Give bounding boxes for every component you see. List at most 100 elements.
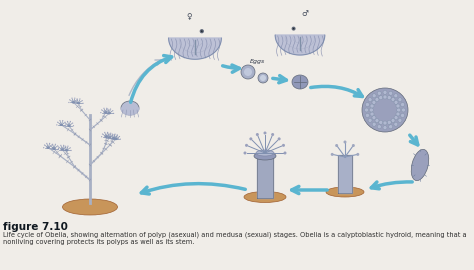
Ellipse shape <box>110 133 111 134</box>
Ellipse shape <box>352 144 355 147</box>
Ellipse shape <box>56 124 57 126</box>
Ellipse shape <box>110 136 111 137</box>
Ellipse shape <box>368 118 372 122</box>
Ellipse shape <box>120 139 121 140</box>
Text: ♂: ♂ <box>301 8 309 18</box>
Ellipse shape <box>365 113 369 117</box>
Ellipse shape <box>112 134 113 135</box>
Ellipse shape <box>292 27 296 31</box>
Ellipse shape <box>201 30 203 32</box>
Ellipse shape <box>114 134 115 136</box>
Ellipse shape <box>383 95 387 99</box>
Ellipse shape <box>111 139 112 140</box>
Ellipse shape <box>256 150 274 156</box>
Ellipse shape <box>260 75 266 81</box>
Ellipse shape <box>394 100 398 104</box>
Ellipse shape <box>107 132 108 133</box>
Ellipse shape <box>244 68 252 76</box>
Ellipse shape <box>258 73 268 83</box>
Text: Eggs: Eggs <box>249 59 264 64</box>
Ellipse shape <box>74 97 75 99</box>
Ellipse shape <box>47 147 50 149</box>
Polygon shape <box>257 155 273 198</box>
Ellipse shape <box>43 147 45 148</box>
Ellipse shape <box>57 145 58 147</box>
Ellipse shape <box>110 109 111 110</box>
Ellipse shape <box>73 103 74 104</box>
Ellipse shape <box>104 132 105 133</box>
Ellipse shape <box>63 199 118 215</box>
Ellipse shape <box>379 96 383 100</box>
Ellipse shape <box>387 120 391 124</box>
Ellipse shape <box>64 146 66 147</box>
Ellipse shape <box>326 187 364 197</box>
Ellipse shape <box>55 144 56 145</box>
Ellipse shape <box>282 144 285 147</box>
Ellipse shape <box>254 152 276 160</box>
Ellipse shape <box>69 99 71 100</box>
Ellipse shape <box>60 145 62 146</box>
Ellipse shape <box>109 112 110 113</box>
Ellipse shape <box>109 138 110 139</box>
Ellipse shape <box>51 144 53 146</box>
Ellipse shape <box>245 144 248 147</box>
Ellipse shape <box>398 118 402 122</box>
Ellipse shape <box>107 109 109 110</box>
Ellipse shape <box>67 121 68 122</box>
Ellipse shape <box>82 100 83 101</box>
Ellipse shape <box>365 103 369 107</box>
Ellipse shape <box>398 98 402 102</box>
Ellipse shape <box>383 90 387 94</box>
Ellipse shape <box>105 136 108 137</box>
Ellipse shape <box>241 65 255 79</box>
Ellipse shape <box>49 143 50 144</box>
Ellipse shape <box>76 99 78 100</box>
Ellipse shape <box>102 133 103 135</box>
Ellipse shape <box>119 136 120 137</box>
Ellipse shape <box>52 147 54 148</box>
Ellipse shape <box>108 137 111 138</box>
Ellipse shape <box>107 133 109 134</box>
Ellipse shape <box>114 139 118 140</box>
Polygon shape <box>338 155 352 193</box>
Ellipse shape <box>244 151 246 154</box>
Ellipse shape <box>121 101 139 115</box>
Ellipse shape <box>377 91 381 95</box>
Ellipse shape <box>397 108 401 112</box>
Ellipse shape <box>112 138 115 139</box>
Ellipse shape <box>62 147 64 148</box>
Ellipse shape <box>68 102 70 103</box>
Ellipse shape <box>71 150 72 151</box>
Polygon shape <box>275 35 325 55</box>
Ellipse shape <box>70 147 71 148</box>
Ellipse shape <box>77 102 79 103</box>
Ellipse shape <box>65 124 66 126</box>
Ellipse shape <box>401 108 405 112</box>
Ellipse shape <box>394 94 398 98</box>
Ellipse shape <box>104 113 105 114</box>
Text: ♀: ♀ <box>186 12 192 21</box>
Ellipse shape <box>82 103 83 104</box>
Ellipse shape <box>256 133 259 136</box>
Ellipse shape <box>109 135 110 136</box>
Ellipse shape <box>396 112 400 116</box>
Ellipse shape <box>44 144 45 146</box>
Ellipse shape <box>77 103 80 104</box>
Text: nonliving covering protects its polyps as well as its stem.: nonliving covering protects its polyps a… <box>3 239 194 245</box>
Ellipse shape <box>372 122 376 126</box>
Ellipse shape <box>62 150 63 151</box>
Ellipse shape <box>76 98 78 100</box>
Ellipse shape <box>72 102 75 103</box>
Ellipse shape <box>67 146 69 147</box>
Ellipse shape <box>103 108 105 109</box>
Ellipse shape <box>396 104 400 108</box>
Ellipse shape <box>64 125 65 126</box>
Ellipse shape <box>344 140 346 143</box>
Ellipse shape <box>118 138 119 139</box>
Ellipse shape <box>391 97 395 102</box>
Ellipse shape <box>58 148 59 149</box>
Ellipse shape <box>401 103 405 107</box>
Ellipse shape <box>50 145 51 147</box>
Ellipse shape <box>72 123 73 124</box>
Ellipse shape <box>375 119 379 123</box>
